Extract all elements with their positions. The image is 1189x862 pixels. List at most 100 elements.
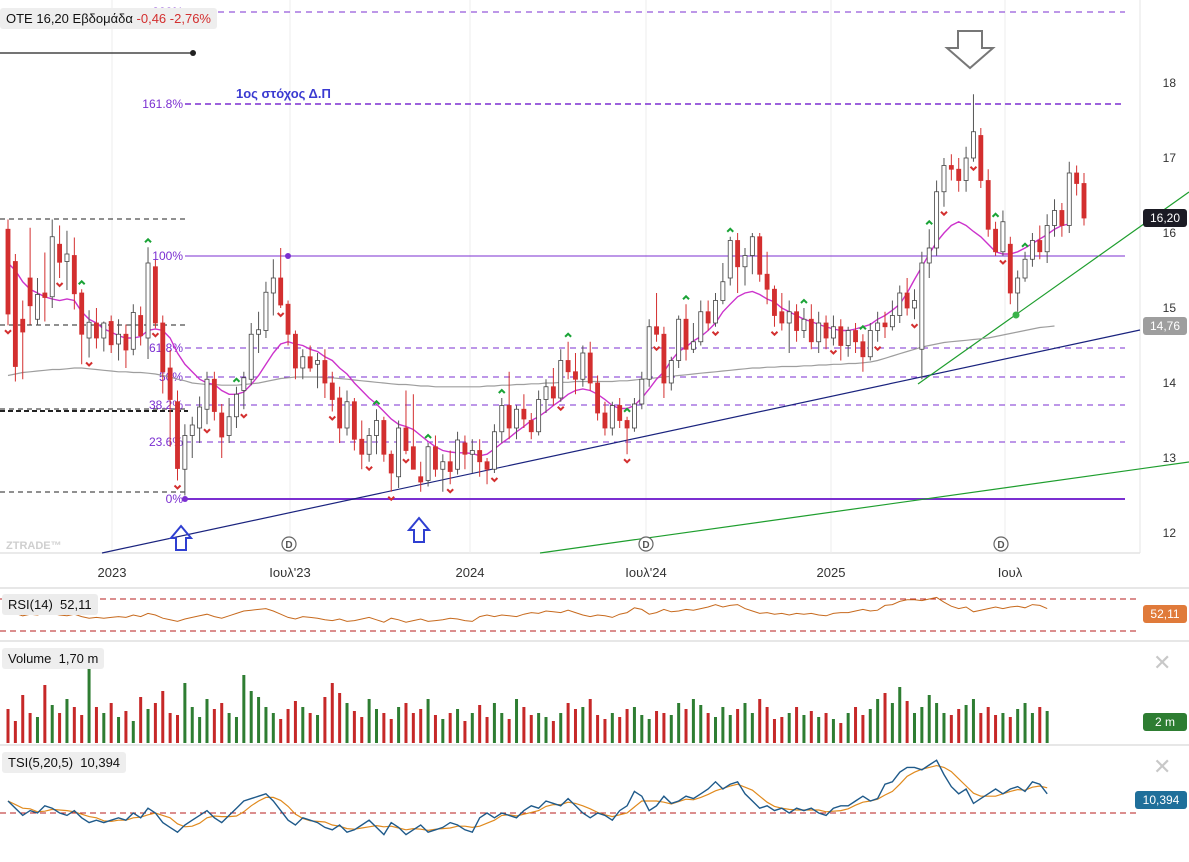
candle	[418, 461, 424, 492]
candle	[587, 341, 593, 391]
candle	[609, 401, 615, 436]
rsi-pane[interactable]: 52,11	[0, 596, 1187, 632]
volume-bar	[854, 707, 858, 743]
volume-bar	[153, 703, 157, 743]
volume-bar	[780, 717, 784, 743]
volume-bar	[485, 717, 489, 743]
volume-bar	[890, 703, 894, 743]
volume-bar	[979, 713, 983, 743]
candle	[506, 371, 512, 440]
candle	[1052, 199, 1057, 237]
fractal-up-marker	[424, 433, 432, 439]
candle	[543, 379, 549, 413]
volume-bar	[338, 693, 342, 743]
volume-bar	[80, 715, 84, 743]
candle-body	[1081, 183, 1087, 219]
candle-body	[5, 228, 11, 315]
candle	[447, 450, 453, 485]
volume-bar	[271, 713, 275, 743]
candle-body	[226, 416, 232, 436]
candle	[359, 420, 365, 470]
candle	[241, 371, 247, 410]
candle	[322, 349, 328, 398]
volume-bar	[824, 713, 828, 743]
candle-body	[536, 399, 542, 433]
candle	[1081, 173, 1087, 226]
volume-bar	[994, 715, 998, 743]
candle	[219, 404, 225, 458]
tsi-legend: TSI(5,20,5) 10,394	[2, 752, 127, 773]
volume-bar	[817, 717, 821, 743]
candle	[270, 259, 276, 316]
candle-body	[477, 450, 483, 463]
candle	[425, 443, 431, 487]
volume-value-badge-text: 2 m	[1155, 715, 1175, 729]
symbol-period: Εβδομάδα	[72, 11, 133, 26]
volume-bar	[750, 713, 754, 743]
volume-bar	[124, 711, 128, 743]
dividend-marker: D	[638, 536, 654, 552]
candle-body	[49, 236, 55, 298]
volume-bar	[198, 717, 202, 743]
close-volume-icon[interactable]: ✕	[1153, 650, 1172, 675]
fractal-down-marker	[940, 211, 948, 217]
candle	[145, 247, 151, 359]
price-tick-label: 18	[1163, 76, 1177, 90]
symbol-legend: ΟΤΕ 16,20 Εβδομάδα -0,46 -2,76%	[0, 8, 217, 29]
tsi-pane[interactable]: 10,394	[0, 759, 1187, 836]
volume-bar	[13, 721, 17, 743]
candle-body	[948, 165, 954, 170]
volume-bar	[448, 713, 452, 743]
volume-bar	[971, 699, 975, 743]
candle-body	[528, 420, 534, 433]
volume-pane[interactable]: 2 m	[6, 663, 1188, 743]
fractal-down-marker	[328, 415, 336, 421]
candle-body	[300, 356, 306, 369]
candle	[639, 371, 645, 410]
candle	[292, 330, 298, 380]
candle-body	[447, 461, 453, 472]
volume-bar	[684, 709, 688, 743]
candle-body	[263, 291, 269, 331]
tsi-line	[7, 759, 1048, 836]
time-tick-label: Ιουλ'23	[269, 565, 310, 580]
candle	[1044, 214, 1050, 263]
dividend-icon	[993, 536, 1009, 552]
rsi-label: RSI(14)	[8, 597, 53, 612]
candle-body	[720, 281, 726, 301]
candle	[801, 308, 807, 338]
fractal-down-marker	[446, 488, 454, 494]
candle-body	[101, 322, 107, 339]
volume-bar	[323, 697, 327, 743]
candle	[816, 311, 822, 353]
volume-bar	[419, 709, 423, 743]
candle	[256, 311, 262, 353]
volume-bar	[1016, 709, 1020, 743]
close-tsi-icon[interactable]: ✕	[1153, 754, 1172, 779]
candle-body	[440, 461, 446, 470]
candle-body	[1044, 225, 1050, 253]
candle	[278, 248, 284, 308]
symbol-price: 16,20	[36, 11, 69, 26]
candle	[211, 371, 217, 421]
fib-level-label: 23.6%	[149, 435, 183, 449]
candle-body	[661, 333, 667, 384]
fractal-down-marker	[652, 346, 661, 352]
price-pane[interactable]: 0%23.6%38.2%50%61.8%100%161.8%200%1ος στ…	[0, 0, 1189, 746]
volume-bar	[522, 707, 526, 743]
candle	[654, 293, 659, 342]
volume-bar	[876, 699, 880, 743]
volume-bar	[809, 711, 813, 743]
candle	[882, 311, 888, 338]
candle-body	[889, 315, 895, 328]
candle-body	[823, 322, 829, 339]
trendline-anchor-point	[1012, 311, 1020, 319]
volume-bar	[102, 713, 106, 743]
candle	[64, 230, 70, 290]
candle	[514, 405, 519, 440]
volume-bar	[168, 713, 172, 743]
candle	[12, 254, 18, 382]
fractal-down-marker	[490, 477, 499, 483]
candle-body	[580, 352, 586, 380]
